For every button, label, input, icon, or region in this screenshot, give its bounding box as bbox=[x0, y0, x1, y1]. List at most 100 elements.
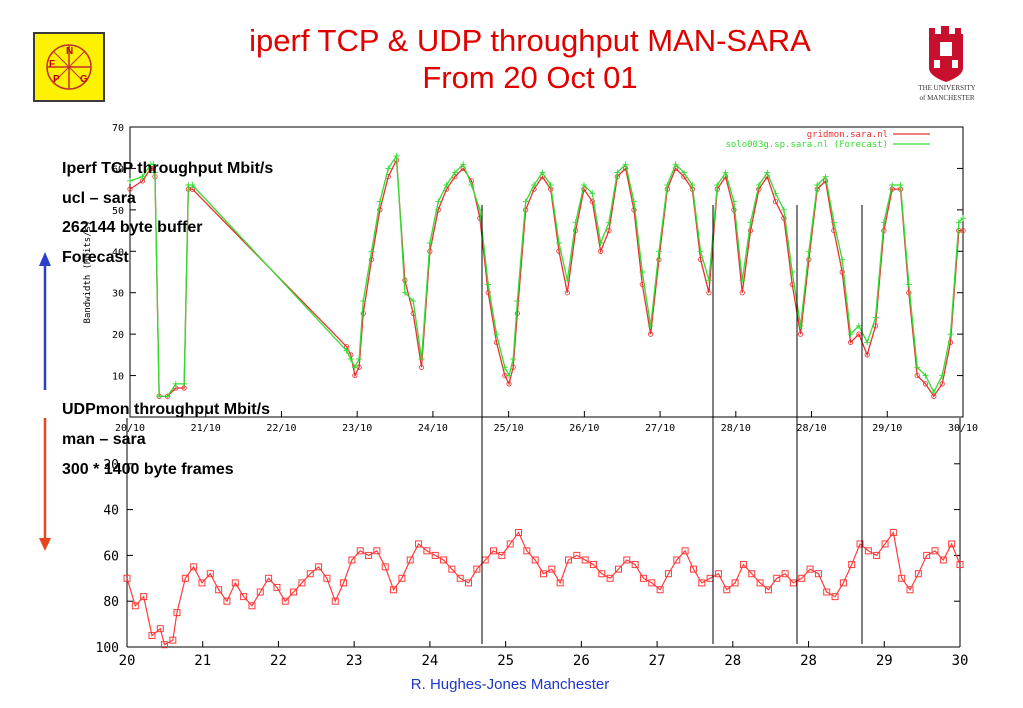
tcp-ylabel: Bandwidth (Mbits/s) bbox=[83, 221, 93, 324]
tcp-point-forecast bbox=[418, 356, 425, 362]
tcp-point-forecast bbox=[172, 380, 179, 387]
udp-point bbox=[864, 547, 872, 555]
tcp-point-forecast bbox=[714, 182, 721, 188]
tcp-point-forecast bbox=[705, 277, 712, 284]
tcp-ytick-label: 40 bbox=[112, 247, 124, 258]
tcp-point-forecast bbox=[410, 298, 417, 304]
tcp-xtick-label: 27/10 bbox=[645, 423, 675, 434]
udp-point bbox=[315, 563, 323, 571]
udp-point bbox=[873, 551, 881, 559]
udp-point bbox=[823, 588, 831, 596]
udp-point bbox=[356, 547, 364, 555]
tcp-point-forecast bbox=[622, 161, 629, 168]
tcp-point-forecast bbox=[939, 372, 946, 379]
udp-point bbox=[390, 586, 398, 594]
udp-point bbox=[648, 579, 656, 587]
udp-point bbox=[215, 586, 223, 594]
tcp-point-forecast bbox=[156, 393, 163, 400]
tcp-point-forecast bbox=[181, 380, 188, 387]
tcp-point-forecast bbox=[814, 182, 821, 188]
udp-point bbox=[298, 579, 306, 587]
tcp-point-forecast bbox=[150, 161, 157, 168]
tcp-ytick-label: 70 bbox=[112, 123, 124, 134]
tcp-xtick-label: 28/10 bbox=[721, 423, 751, 434]
tcp-point-forecast bbox=[614, 169, 621, 176]
udp-point bbox=[306, 570, 314, 578]
tcp-point-forecast bbox=[847, 331, 854, 338]
tcp-point-forecast bbox=[864, 339, 871, 346]
tcp-series-line bbox=[129, 154, 964, 397]
tcp-point-forecast bbox=[443, 182, 450, 188]
tcp-point-forecast bbox=[689, 182, 696, 188]
tcp-label-4: Forecast bbox=[62, 249, 129, 266]
tcp-point-forecast bbox=[697, 248, 704, 255]
tcp-point-gridmon bbox=[706, 290, 712, 296]
udp-point bbox=[148, 632, 156, 640]
tcp-xtick-label: 28/10 bbox=[796, 423, 826, 434]
tcp-point-gridmon bbox=[360, 310, 366, 317]
udp-point bbox=[381, 563, 389, 571]
tcp-point-forecast bbox=[385, 165, 392, 172]
tcp-xtick-label: 20/10 bbox=[115, 423, 145, 434]
tcp-ytick-label: 60 bbox=[112, 164, 124, 175]
tcp-point-gridmon bbox=[514, 310, 520, 317]
udp-point bbox=[531, 556, 539, 564]
udp-point bbox=[373, 547, 381, 555]
udp-point bbox=[723, 586, 731, 594]
udp-point bbox=[265, 574, 273, 582]
tcp-point-forecast bbox=[501, 364, 508, 371]
tcp-point-gridmon bbox=[781, 215, 787, 221]
udp-point bbox=[490, 547, 498, 555]
tcp-xtick-label: 30/10 bbox=[948, 423, 978, 434]
title-line-1: iperf TCP & UDP throughput MAN-SARA bbox=[249, 23, 811, 58]
manchester-logo: THE UNIVERSITY of MANCHESTER bbox=[905, 24, 990, 106]
udp-point bbox=[498, 551, 506, 559]
manchester-crest-icon: THE UNIVERSITY of MANCHESTER bbox=[918, 26, 976, 102]
udp-point bbox=[173, 609, 181, 617]
udp-point bbox=[398, 574, 406, 582]
tcp-plot-frame bbox=[129, 126, 964, 418]
tcp-ytick-label: 50 bbox=[112, 206, 124, 217]
slide-title: iperf TCP & UDP throughput MAN-SARA From… bbox=[170, 22, 890, 96]
udp-point bbox=[160, 641, 168, 649]
udp-point bbox=[348, 556, 356, 564]
udp-point bbox=[581, 556, 589, 564]
tcp-point-gridmon bbox=[598, 248, 604, 254]
tcp-point-forecast bbox=[739, 277, 746, 284]
tcp-point-forecast bbox=[764, 169, 771, 176]
udp-label-1: UDPmon throughput Mbit/s bbox=[62, 401, 270, 418]
tcp-point-forecast bbox=[522, 198, 529, 205]
udp-point bbox=[190, 563, 198, 571]
tcp-point-forecast bbox=[368, 248, 375, 255]
tcp-ytick-label: 20 bbox=[112, 330, 124, 341]
udp-xtick-label: 26 bbox=[573, 653, 590, 669]
logo-letter-f: F bbox=[49, 59, 55, 70]
udp-point bbox=[281, 597, 289, 605]
tcp-point-forecast bbox=[630, 198, 637, 205]
udp-point bbox=[365, 551, 373, 559]
udp-point bbox=[415, 540, 423, 548]
udp-label-2: man – sara bbox=[62, 431, 146, 448]
udp-ytick-label: 100 bbox=[96, 641, 119, 656]
tcp-point-gridmon bbox=[589, 198, 595, 205]
udp-series-line bbox=[126, 531, 961, 646]
udp-point bbox=[748, 570, 756, 578]
event-marker-lines bbox=[481, 205, 863, 644]
tcp-xtick-label: 22/10 bbox=[266, 423, 296, 434]
tcp-point-forecast bbox=[780, 206, 787, 213]
udp-point bbox=[614, 565, 622, 573]
tcp-point-forecast bbox=[139, 173, 146, 180]
udp-point bbox=[273, 583, 281, 591]
udp-point bbox=[923, 551, 931, 559]
tcp-point-forecast bbox=[647, 322, 654, 329]
tcp-point-forecast bbox=[855, 322, 862, 329]
tcp-xtick-label: 26/10 bbox=[569, 423, 599, 434]
tcp-point-gridmon bbox=[631, 207, 637, 213]
udp-xtick-label: 29 bbox=[876, 653, 893, 669]
tcp-point-forecast bbox=[514, 298, 521, 304]
logo-text-1: THE UNIVERSITY bbox=[918, 84, 975, 92]
udp-point bbox=[431, 551, 439, 559]
udp-point bbox=[556, 579, 564, 587]
